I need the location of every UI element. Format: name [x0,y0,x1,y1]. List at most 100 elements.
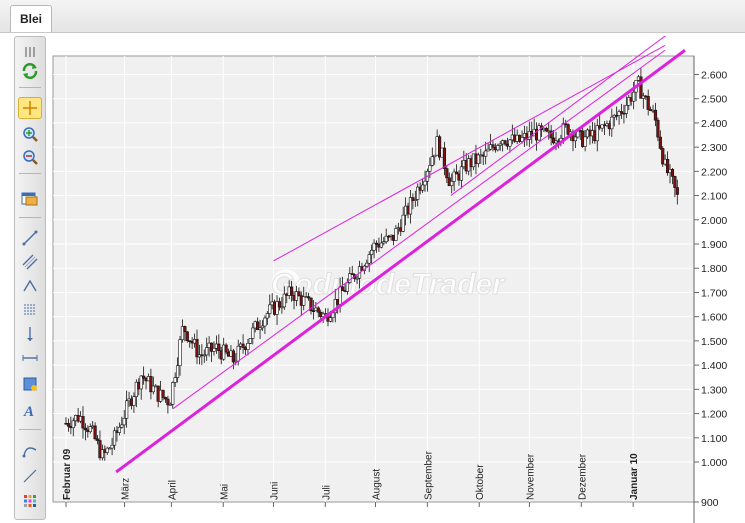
candle-body [142,375,146,379]
candle-body [454,171,459,175]
x-tick-label: März [121,478,132,500]
candle-body [350,273,354,275]
candle-body [379,242,383,248]
chart-area[interactable]: GodmodeTrader 2.600 2.500 2.400 2.300 2.200 2… [46,36,745,523]
candle-body [345,282,349,292]
candle-body [496,145,500,151]
candle-body [122,417,126,426]
indicator-grid-button[interactable] [18,490,42,512]
candle-body [333,299,337,314]
candle-body [302,296,306,306]
candle-body [231,350,235,363]
y-tick-label: 1.000 [701,457,727,469]
candle-body [166,398,170,406]
candle-body [374,242,379,245]
candle-body [653,109,658,121]
window-button[interactable] [18,187,42,209]
channel-button[interactable] [18,251,42,273]
trendline [172,49,666,410]
arc-button[interactable] [18,439,42,461]
candle-body [420,184,425,191]
candle-body [561,123,565,139]
candle-body [112,430,117,446]
trendlines[interactable] [115,36,686,474]
crosshair-icon [23,101,37,115]
candle-body [83,427,88,431]
candle-body [275,301,279,315]
candle-body [411,197,415,201]
text-button[interactable]: A [18,399,42,421]
zoom-in-button[interactable] [18,123,42,145]
candle-body [168,404,172,406]
candle-body [309,297,313,311]
y-tick-label: 1.700 [701,287,727,299]
candle-body [139,375,143,390]
candle-body [459,166,464,181]
vertical-line-button[interactable] [18,323,42,345]
candle-body [437,136,442,158]
candlesticks [64,68,679,461]
candle-body [217,343,221,352]
x-tick-label: Mai [219,484,230,500]
candle-body [624,104,628,114]
candle-body [265,313,269,319]
rectangle-button[interactable] [18,373,42,395]
candle-body [413,199,417,201]
horizontal-line-button[interactable] [18,347,42,369]
candle-body [340,286,345,291]
candle-body [93,425,97,440]
candle-body [294,291,299,301]
candle-body [185,331,189,342]
refresh-button[interactable] [18,60,42,82]
ray-button[interactable] [18,465,42,487]
zoom-in-icon [23,127,38,142]
x-tick-label: November [525,453,536,500]
x-tick-label: Dezember [577,453,588,500]
x-tick-label: April [167,480,178,500]
candle-body [503,140,507,145]
indicator-grid-icon [24,495,36,507]
x-tick-label: September [423,450,434,500]
candle-body [430,156,434,166]
horizontal-line-icon [22,355,38,361]
trendline-button[interactable] [18,227,42,249]
zoom-out-button[interactable] [18,146,42,168]
candle-body [134,381,138,397]
fibonacci-button[interactable] [18,299,42,321]
watermark-text: GodmodeTrader [271,268,506,301]
candle-body [297,291,301,296]
candle-body [260,325,265,329]
y-tick-label: 2.000 [701,215,727,227]
zoom-out-icon [23,150,38,165]
y-tick-label: 2.100 [701,191,727,203]
candle-body [251,327,255,339]
text-icon: A [23,404,34,418]
candle-body [149,376,153,393]
candle-body [551,137,556,144]
candle-body [619,111,624,114]
candle-body [382,241,386,244]
candle-body [290,286,294,296]
y-tick-label: 900 [701,497,719,509]
price-chart[interactable]: GodmodeTrader 2.6002.5002.4002.3002.2002… [46,36,745,523]
candle-body [321,313,325,317]
candle-body [617,111,621,116]
candle-body [209,342,214,352]
x-axis: Februar 09 März April Mai Juni Juli August Sept… [62,448,640,507]
candle-body [367,254,371,264]
toolbar-grip[interactable] [18,41,42,63]
candle-body [98,440,102,459]
candle-body [66,423,71,427]
candle-body [423,180,427,186]
ray-icon [23,469,37,483]
path-button[interactable] [18,275,42,297]
crosshair-button[interactable] [18,97,42,119]
tab-blei[interactable]: Blei [10,5,52,32]
candle-body [328,317,333,322]
candle-body [108,447,112,450]
svg-text:A: A [23,404,34,418]
y-tick-label: 1.900 [701,239,727,251]
candle-body [384,235,388,242]
candle-body [537,125,541,141]
candle-body [670,169,675,177]
